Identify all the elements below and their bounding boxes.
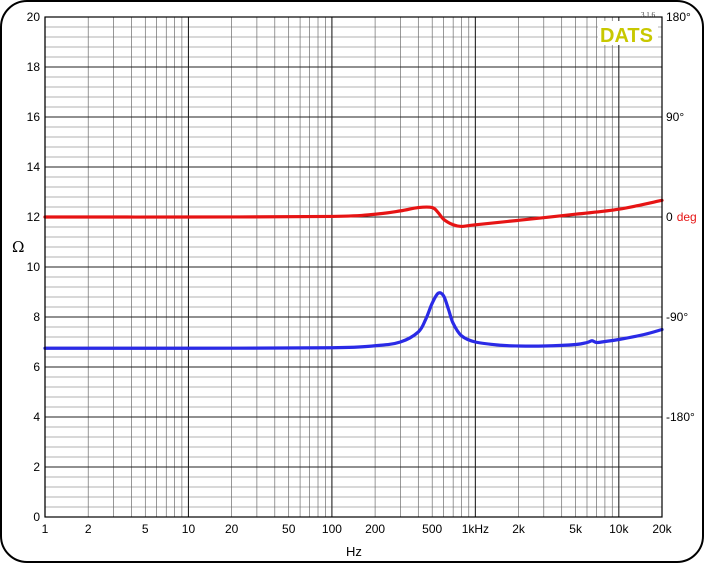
logo-backdrop [598,21,658,45]
x-tick-label: 2 [85,522,92,536]
phase-unit-label: deg [677,210,697,224]
y-tick-label: 0 [33,510,40,524]
x-tick-label: 50 [282,522,296,536]
y-tick-label: 6 [33,360,40,374]
version-label: 3.1.6 [641,11,656,19]
y-tick-label: 2 [33,460,40,474]
x-tick-label: 10k [609,522,629,536]
y-axis-label: Ω [12,238,24,256]
x-tick-labels: 1 2 5 10 20 50 100 200 500 1kHz 2k 5k 10k 20k [42,522,673,536]
phase-tick-label: 0 deg [666,210,697,224]
x-tick-label: 10 [182,522,196,536]
y-tick-label: 18 [27,60,41,74]
y-tick-label: 8 [33,310,40,324]
phase-series-line [43,198,664,229]
phase-tick-label: -180° [666,410,695,424]
x-axis-label: Hz [346,544,362,559]
x-tick-label: 2k [512,522,526,536]
x-tick-label: 100 [322,522,342,536]
impedance-series-line [43,291,664,350]
y-tick-label: 16 [27,110,41,124]
phase-tick-label: 180° [666,10,691,24]
phase-tick-label: -90° [666,310,688,324]
x-tick-label: 1 [42,522,49,536]
x-tick-label: 500 [422,522,442,536]
x-tick-label: 1kHz [462,522,489,536]
y-tick-label: 12 [27,210,41,224]
y-tick-label: 4 [33,410,40,424]
plot-border [44,16,663,518]
y-tick-labels: 0 2 4 6 8 10 12 14 16 18 20 [27,10,41,524]
x-tick-label: 20 [225,522,239,536]
y-tick-label: 10 [27,260,41,274]
x-tick-label: 5k [569,522,583,536]
x-tick-label: 20k [652,522,672,536]
y-tick-label: 14 [27,160,41,174]
dats-logo: DATS [600,25,653,47]
phase-tick-label: 90° [666,110,684,124]
series-layer [43,198,664,350]
x-tick-label: 5 [142,522,149,536]
grid-major [44,17,662,517]
y-tick-label: 20 [27,10,41,24]
x-tick-label: 200 [365,522,385,536]
